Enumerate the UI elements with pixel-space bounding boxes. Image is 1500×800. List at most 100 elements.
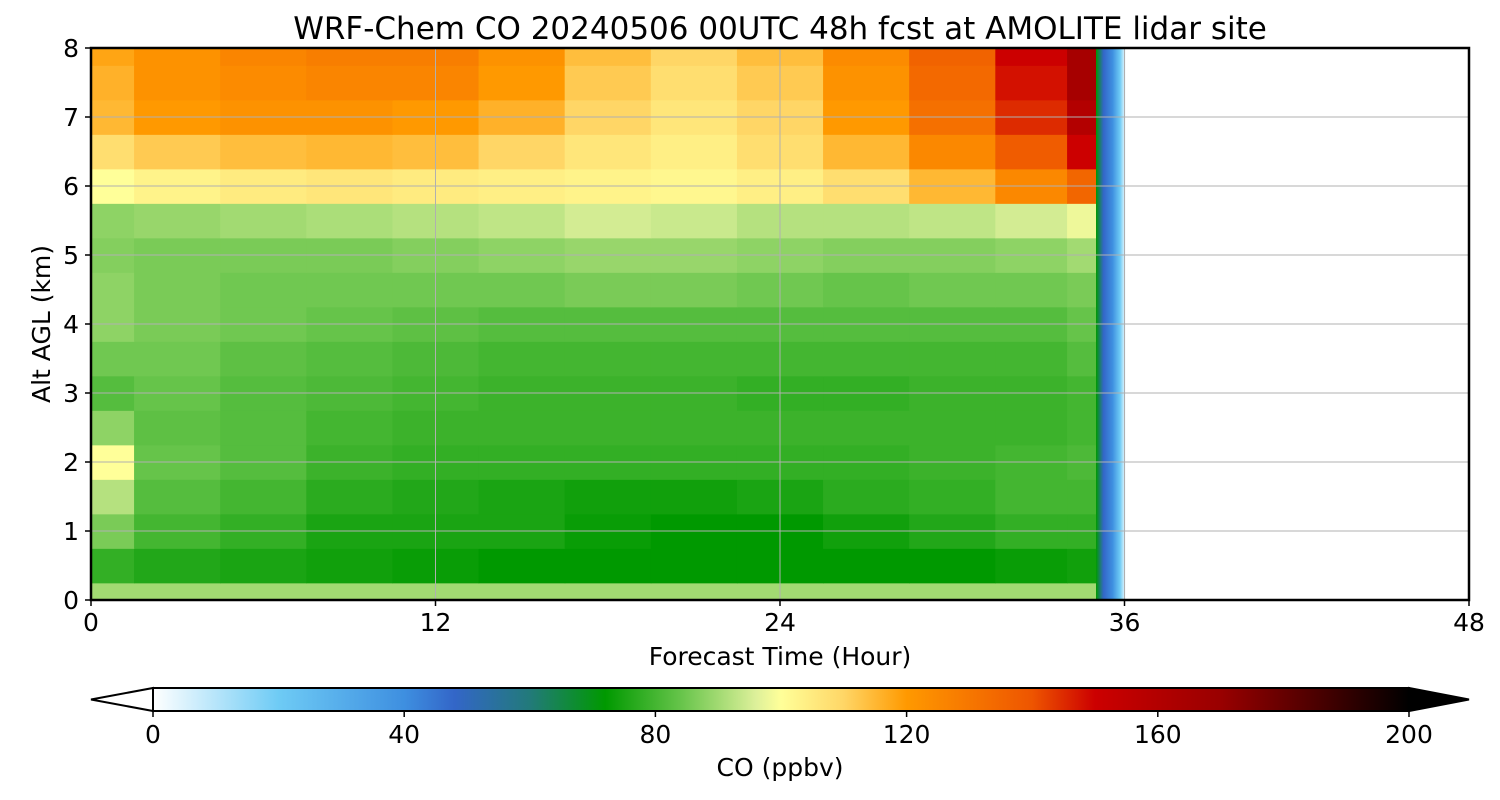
- heatmap-cell: [995, 341, 1068, 377]
- heatmap-cell: [91, 134, 135, 170]
- heatmap-cell: [478, 341, 566, 377]
- heatmap-cell: [650, 134, 738, 170]
- heatmap-cell: [564, 134, 652, 170]
- heatmap-cell: [306, 134, 394, 170]
- heatmap-cell: [134, 48, 221, 66]
- heatmap-cell: [823, 203, 910, 239]
- y-tick-label: 8: [63, 34, 79, 63]
- heatmap-cell: [91, 548, 135, 584]
- heatmap-cell: [478, 48, 566, 66]
- heatmap-cell: [220, 341, 307, 377]
- heatmap-cell: [478, 272, 566, 308]
- heatmap-cell: [478, 479, 566, 515]
- chart-title: WRF-Chem CO 20240506 00UTC 48h fcst at A…: [293, 11, 1267, 47]
- heatmap-cell: [564, 479, 652, 515]
- heatmap-cell: [564, 548, 652, 584]
- heatmap-cell: [909, 410, 996, 446]
- heatmap-cell: [220, 479, 307, 515]
- heatmap-cell: [823, 272, 910, 308]
- heatmap-cell: [909, 582, 996, 601]
- heatmap-cell: [564, 582, 652, 601]
- colorbar-tick-label: 120: [883, 720, 931, 749]
- heatmap-cell: [134, 582, 221, 601]
- colorbar-low-extension: [90, 686, 154, 713]
- heatmap-cell: [220, 134, 307, 170]
- heatmap-cell: [909, 341, 996, 377]
- heatmap-cell: [650, 48, 738, 66]
- heatmap-cell: [823, 341, 910, 377]
- colorbar-tick-label: 160: [1134, 720, 1182, 749]
- heatmap-cell: [91, 203, 135, 239]
- x-tick-label: 48: [1453, 608, 1485, 637]
- heatmap-cell: [220, 48, 307, 66]
- y-axis-ticks: 0 1 2 3 4 5 6 7 8: [63, 34, 91, 615]
- x-axis-label: Forecast Time (Hour): [649, 642, 912, 671]
- heatmap-cell: [306, 48, 394, 66]
- heatmap-cell: [995, 410, 1068, 446]
- heatmap-cell: [306, 548, 394, 584]
- heatmap-cell: [91, 479, 135, 515]
- heatmap-cell: [650, 203, 738, 239]
- heatmap-cell: [134, 479, 221, 515]
- heatmap-cell: [478, 203, 566, 239]
- heatmap-cell: [823, 48, 910, 66]
- heatmap-cell: [995, 582, 1068, 601]
- heatmap-cell: [478, 582, 566, 601]
- heatmap-cell: [220, 548, 307, 584]
- heatmap-cell: [134, 410, 221, 446]
- heatmap-cell: [909, 48, 996, 66]
- heatmap-cell: [220, 582, 307, 601]
- heatmap-cell: [650, 479, 738, 515]
- heatmap-cell: [306, 65, 394, 101]
- heatmap-cell: [306, 203, 394, 239]
- heatmap-cell: [478, 65, 566, 101]
- heatmap-cell: [650, 410, 738, 446]
- colorbar: 0 40 80 120 160 200: [90, 686, 1470, 749]
- heatmap-cell: [823, 134, 910, 170]
- y-tick-label: 7: [63, 103, 79, 132]
- colorbar-body: [153, 688, 1409, 711]
- heatmap-cell: [220, 65, 307, 101]
- heatmap-cell: [995, 479, 1068, 515]
- heatmap-cell: [134, 341, 221, 377]
- y-tick-label: 0: [63, 586, 79, 615]
- heatmap-cell: [134, 134, 221, 170]
- heatmap-cell: [995, 203, 1068, 239]
- heatmap-cell: [909, 134, 996, 170]
- heatmap-cell: [134, 65, 221, 101]
- heatmap-cell: [134, 272, 221, 308]
- heatmap-cell: [909, 479, 996, 515]
- heatmap-cell: [650, 272, 738, 308]
- heatmap-cell: [995, 48, 1068, 66]
- heatmap-cell: [909, 65, 996, 101]
- heatmap-cell: [91, 48, 135, 66]
- heatmap-cell: [564, 341, 652, 377]
- heatmap-cell: [909, 203, 996, 239]
- y-tick-label: 4: [63, 310, 79, 339]
- x-tick-label: 0: [83, 608, 99, 637]
- heatmap-cell: [564, 410, 652, 446]
- heatmap-cell: [91, 410, 135, 446]
- x-tick-label: 12: [420, 608, 452, 637]
- heatmap-cell: [220, 272, 307, 308]
- heatmap-cell: [478, 134, 566, 170]
- y-tick-label: 3: [63, 379, 79, 408]
- heatmap-cell: [823, 582, 910, 601]
- y-tick-label: 2: [63, 448, 79, 477]
- heatmap-cell: [995, 65, 1068, 101]
- x-tick-label: 36: [1109, 608, 1141, 637]
- heatmap-cell: [909, 272, 996, 308]
- heatmap-cell: [823, 65, 910, 101]
- heatmap-cell: [91, 341, 135, 377]
- heatmap-cell: [564, 48, 652, 66]
- colorbar-ticks: 0 40 80 120 160 200: [145, 711, 1433, 749]
- heatmap-cell: [650, 341, 738, 377]
- heatmap-cell: [995, 134, 1068, 170]
- heatmap-cell: [134, 203, 221, 239]
- y-tick-label: 5: [63, 241, 79, 270]
- x-tick-label: 24: [764, 608, 796, 637]
- heatmap-cell: [650, 65, 738, 101]
- colorbar-tick-label: 200: [1385, 720, 1433, 749]
- heatmap-cell: [564, 203, 652, 239]
- colorbar-tick-label: 80: [639, 720, 671, 749]
